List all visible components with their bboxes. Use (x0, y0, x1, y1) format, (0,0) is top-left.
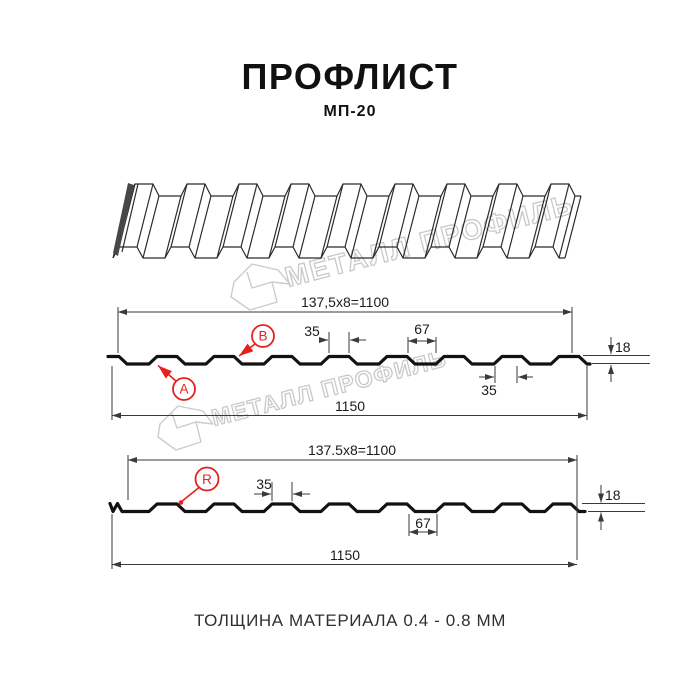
watermark-group-middle: МЕТАЛЛ ПРОФИЛЬ (157, 344, 450, 451)
dim-height-18-bottom (582, 485, 645, 530)
dim-label-module-width-bottom: 137.5x8=1100 (308, 442, 396, 458)
dim-module-width-top (117, 307, 573, 353)
dim-label-valley-67-bottom: 67 (415, 515, 431, 531)
dim-label-crest-35-bottom-face: 35 (481, 382, 497, 398)
dim-label-crest-35-bottom: 35 (256, 476, 272, 492)
dim-full-width-top (111, 366, 588, 420)
dim-module-width-bottom (127, 455, 578, 560)
dim-valley-67-top (407, 337, 437, 353)
callout-b-letter: B (258, 329, 267, 344)
dim-full-width-bottom (111, 514, 577, 569)
dim-label-valley-67-top: 67 (414, 321, 430, 337)
callout-r-letter: R (202, 472, 212, 487)
profile-bottom-outline (108, 501, 587, 514)
dim-crest-35-bottom-face (479, 366, 533, 383)
dim-label-crest-35-top: 35 (304, 323, 320, 339)
dim-label-full-width-bottom: 1150 (330, 547, 360, 563)
page-title: ПРОФЛИСТ (241, 56, 459, 97)
dim-crest-35-bottom (254, 482, 310, 501)
callout-a: A (157, 364, 196, 401)
callout-a-letter: A (179, 382, 188, 397)
material-thickness-caption: ТОЛЩИНА МАТЕРИАЛА 0.4 - 0.8 ММ (193, 611, 507, 630)
profile-top-outline (106, 354, 592, 366)
sheet-cut-edge (113, 183, 134, 256)
dim-label-height-18-top: 18 (615, 339, 631, 355)
product-model: МП-20 (323, 103, 377, 120)
sheet-cut-edge-line (121, 183, 139, 253)
callout-r: R (178, 466, 220, 505)
dim-valley-67-bottom (408, 514, 438, 536)
watermark-group-top: МЕТАЛЛ ПРОФИЛЬ (230, 188, 578, 311)
callout-b: B (238, 324, 275, 357)
dim-label-full-width-top: 1150 (335, 398, 365, 414)
dim-height-18-top (583, 337, 650, 382)
metall-profil-logo-icon (157, 405, 214, 451)
dim-label-height-18-bottom: 18 (605, 487, 621, 503)
dim-crest-35-top (319, 332, 366, 353)
metall-profil-logo-icon (230, 263, 291, 311)
dim-label-module-width-top: 137,5x8=1100 (301, 294, 389, 310)
